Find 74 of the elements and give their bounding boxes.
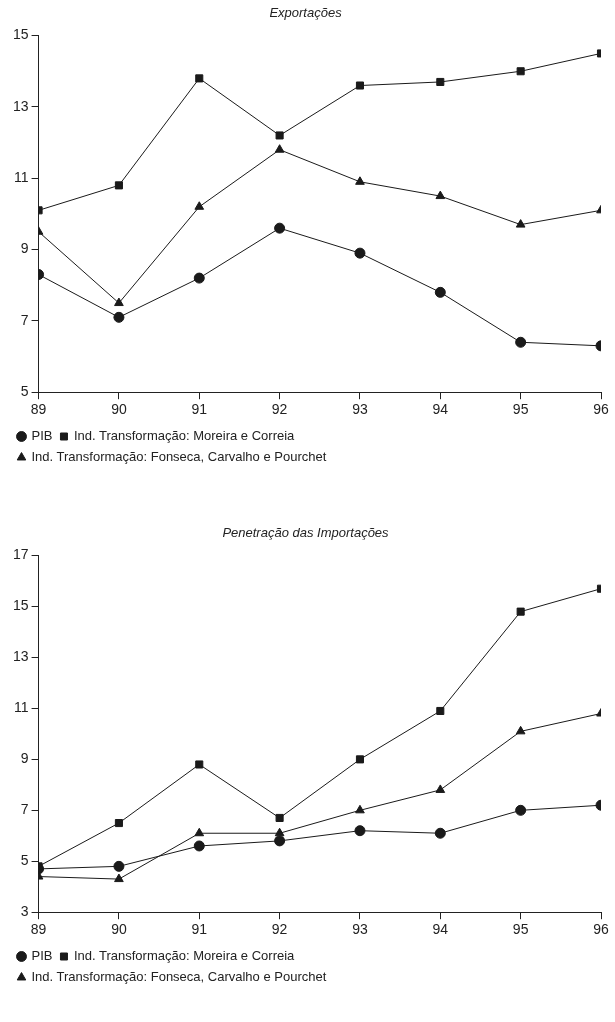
x-tick-label: 89 <box>30 401 47 418</box>
x-tick-label: 93 <box>352 921 368 938</box>
point <box>194 201 205 210</box>
point <box>195 74 204 83</box>
point <box>195 760 204 769</box>
point <box>434 827 446 839</box>
chart-title: Exportações <box>269 5 343 21</box>
legend-label: PIB <box>31 428 53 444</box>
point <box>354 825 366 837</box>
point <box>355 755 364 764</box>
point <box>355 804 365 814</box>
point <box>193 840 205 852</box>
x-tick-label: 94 <box>432 921 449 938</box>
legend-label: Ind. Transformação: Fonseca, Carvalho e Pourchet <box>31 449 327 465</box>
x-tick-label: 93 <box>352 401 368 418</box>
point <box>194 827 205 837</box>
y-tick-label: 7 <box>20 311 29 328</box>
point <box>515 725 526 735</box>
point <box>436 77 445 86</box>
legend-label: Ind. Transformação: Moreira e Correia <box>73 428 296 444</box>
point <box>516 607 525 616</box>
point <box>275 131 284 140</box>
point <box>435 784 446 793</box>
x-tick-label: 92 <box>271 921 288 938</box>
point <box>114 297 124 307</box>
y-tick-label: 9 <box>20 750 29 767</box>
point <box>274 222 286 234</box>
point <box>193 272 205 284</box>
point <box>355 176 365 185</box>
x-tick-label: 90 <box>111 921 127 938</box>
point <box>515 219 526 228</box>
point <box>114 873 124 883</box>
y-tick-label: 15 <box>12 597 29 614</box>
x-tick-label: 91 <box>191 401 208 418</box>
y-tick-label: 3 <box>20 903 29 920</box>
point <box>355 81 364 90</box>
point <box>274 835 286 847</box>
point <box>434 286 446 298</box>
legend-label: PIB <box>31 948 53 964</box>
point <box>274 827 285 837</box>
x-tick-label: 91 <box>191 921 208 938</box>
x-tick-label: 96 <box>593 921 609 938</box>
point <box>114 181 123 190</box>
x-tick-label: 96 <box>593 401 609 418</box>
legend-label: Ind. Transformação: Fonseca, Carvalho e Pourchet <box>31 969 327 985</box>
point <box>515 336 527 348</box>
point <box>113 860 125 872</box>
point <box>435 190 446 200</box>
x-tick-label: 94 <box>432 401 449 418</box>
legend-label: Ind. Transformação: Moreira e Correia <box>73 948 296 964</box>
point <box>515 804 527 816</box>
x-tick-label: 90 <box>111 401 127 418</box>
x-tick-label: 95 <box>512 921 529 938</box>
chart-title: Penetração das Importações <box>222 525 390 541</box>
point <box>275 813 284 822</box>
y-tick-label: 5 <box>20 852 29 869</box>
y-tick-label: 11 <box>14 169 29 186</box>
x-tick-label: 89 <box>30 921 47 938</box>
point <box>274 144 285 153</box>
point <box>114 819 123 828</box>
y-tick-label: 9 <box>20 240 29 257</box>
x-tick-label: 92 <box>271 401 288 418</box>
y-tick-label: 11 <box>14 699 29 716</box>
point <box>113 311 125 323</box>
y-tick-label: 5 <box>20 383 29 400</box>
y-tick-label: 13 <box>12 648 29 665</box>
x-tick-label: 95 <box>512 401 529 418</box>
point <box>436 706 445 716</box>
y-tick-label: 13 <box>12 97 29 114</box>
point <box>354 247 366 259</box>
y-tick-label: 17 <box>12 546 29 563</box>
point <box>516 67 525 76</box>
y-tick-label: 7 <box>20 801 29 818</box>
y-tick-label: 15 <box>12 26 29 43</box>
